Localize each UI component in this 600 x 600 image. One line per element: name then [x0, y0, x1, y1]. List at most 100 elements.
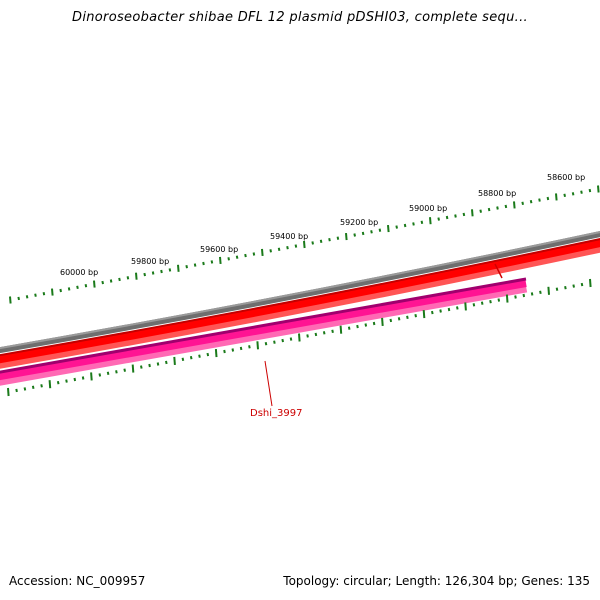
major-tick — [256, 341, 259, 350]
major-tick — [214, 349, 218, 358]
minor-tick — [328, 238, 331, 242]
minor-tick — [454, 214, 457, 218]
minor-tick — [462, 212, 466, 217]
minor-tick — [504, 204, 508, 209]
minor-tick — [67, 287, 71, 291]
minor-tick — [322, 331, 326, 335]
minor-tick — [395, 225, 398, 229]
major-tick — [589, 278, 592, 288]
minor-tick — [264, 342, 268, 346]
major-tick — [298, 333, 301, 342]
minor-tick — [572, 284, 575, 288]
minor-tick — [378, 228, 382, 232]
minor-tick — [231, 348, 235, 352]
minor-tick — [206, 352, 210, 357]
minor-tick — [140, 365, 143, 369]
minor-tick — [210, 260, 214, 264]
minor-tick — [403, 223, 407, 228]
minor-tick — [522, 293, 526, 298]
minor-tick — [431, 310, 434, 315]
map-title: Dinoroseobacter shibae DFL 12 plasmid pD… — [72, 10, 528, 25]
minor-tick — [563, 193, 566, 197]
major-tick — [48, 380, 52, 389]
minor-tick — [65, 379, 68, 383]
major-tick — [93, 280, 96, 288]
minor-tick — [160, 269, 163, 274]
major-tick — [339, 325, 343, 334]
major-tick — [387, 225, 390, 233]
major-tick — [7, 387, 10, 397]
minor-tick — [42, 292, 46, 296]
minor-tick — [81, 376, 85, 380]
major-tick — [345, 233, 348, 241]
major-tick — [90, 372, 93, 381]
minor-tick — [17, 296, 20, 301]
minor-tick — [306, 334, 309, 338]
accession-text: Accession: NC_009957 — [9, 574, 146, 588]
minor-tick — [106, 371, 110, 375]
minor-tick — [530, 292, 534, 296]
minor-tick — [370, 230, 373, 234]
minor-tick — [269, 249, 272, 253]
gene-label-dshi-3997[interactable]: Dshi_3997 — [250, 408, 302, 419]
minor-tick — [472, 303, 476, 307]
major-tick — [381, 317, 384, 326]
minor-tick — [185, 265, 188, 269]
minor-tick — [412, 222, 415, 226]
minor-tick — [456, 306, 459, 310]
minor-tick — [76, 285, 79, 289]
minor-tick — [353, 233, 356, 237]
minor-tick — [286, 246, 289, 250]
minor-tick — [84, 284, 88, 288]
minor-tick — [25, 295, 29, 299]
minor-tick — [319, 239, 323, 243]
minor-tick — [496, 206, 499, 210]
minor-tick — [227, 257, 230, 261]
major-tick — [464, 302, 467, 311]
scale-label: 58800 bp — [478, 189, 516, 198]
minor-tick — [514, 295, 517, 299]
minor-tick — [165, 360, 168, 365]
gene-label-leader — [264, 360, 273, 407]
major-tick — [547, 286, 550, 295]
minor-tick — [244, 253, 247, 258]
minor-tick — [239, 346, 243, 351]
minor-tick — [539, 290, 542, 294]
minor-tick — [347, 326, 351, 330]
scale-label: 59200 bp — [340, 218, 378, 227]
minor-tick — [248, 345, 251, 349]
minor-tick — [193, 263, 197, 267]
major-tick — [429, 217, 432, 225]
minor-tick — [389, 318, 393, 323]
minor-tick — [56, 381, 60, 385]
gene-dshi-3997[interactable] — [0, 277, 528, 386]
minor-tick — [489, 300, 492, 304]
minor-tick — [59, 288, 62, 293]
minor-tick — [202, 261, 205, 266]
minor-tick — [571, 192, 575, 196]
scale-label: 59400 bp — [270, 232, 308, 241]
minor-tick — [156, 362, 160, 366]
minor-tick — [223, 349, 226, 354]
minor-tick — [521, 201, 524, 205]
minor-tick — [580, 190, 583, 194]
minor-tick — [252, 252, 256, 256]
scale-label: 59800 bp — [131, 257, 169, 266]
minor-tick — [529, 200, 533, 204]
minor-tick — [34, 293, 37, 297]
minor-tick — [189, 356, 193, 360]
minor-tick — [555, 287, 559, 291]
minor-tick — [126, 276, 130, 280]
scale-label: 60000 bp — [60, 268, 98, 277]
scale-label: 59000 bp — [409, 204, 447, 213]
major-tick — [303, 240, 306, 249]
outer-scale-ticks — [9, 185, 600, 304]
minor-tick — [439, 309, 442, 313]
minor-tick — [546, 196, 550, 201]
minor-tick — [168, 268, 172, 272]
minor-tick — [277, 247, 281, 251]
minor-tick — [123, 368, 126, 372]
major-tick — [555, 193, 558, 201]
forward-cds-track[interactable] — [0, 238, 600, 369]
